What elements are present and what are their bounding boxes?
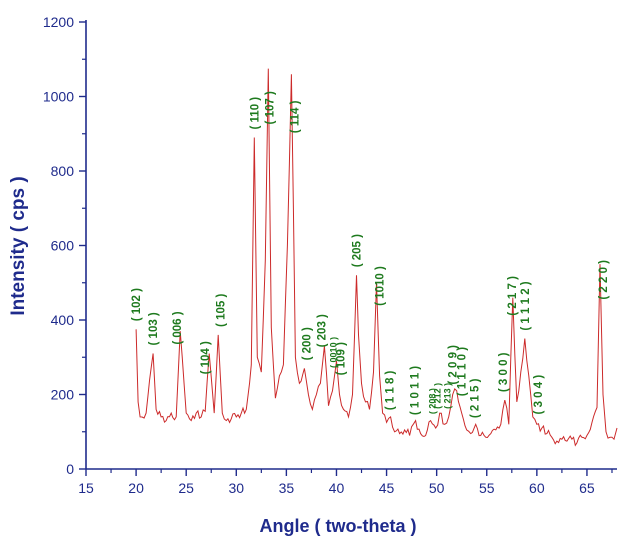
- diffraction-pattern-line: [135, 68, 618, 447]
- x-tick-label: 30: [228, 480, 244, 496]
- x-tick-label: 55: [479, 480, 495, 496]
- peak-label: ( 2 1 5 ): [470, 378, 482, 418]
- peak-label: ( 1010 ): [375, 266, 387, 306]
- peak-label: ( 208 ): [428, 388, 438, 414]
- x-tick-label: 60: [529, 480, 545, 496]
- y-tick-label: 200: [51, 387, 75, 403]
- peak-label: ( 2 1 7 ): [507, 276, 519, 316]
- y-tick-label: 0: [66, 461, 74, 477]
- peak-label: ( 212 ): [433, 383, 443, 409]
- peak-label: ( 0010 ): [328, 337, 338, 368]
- peak-label: ( 213 ): [443, 383, 453, 409]
- x-tick-label: 50: [429, 480, 445, 496]
- x-tick-label: 35: [279, 480, 295, 496]
- peak-label: ( 1 1 8 ): [385, 370, 397, 410]
- y-tick-label: 1000: [43, 89, 74, 105]
- peak-label: ( 203 ): [316, 314, 328, 347]
- peak-label: ( 103 ): [148, 312, 160, 345]
- peak-label: ( 3 0 0 ): [498, 352, 510, 392]
- peak-label: ( 109 ): [336, 342, 348, 375]
- peak-label: ( 107 ): [264, 91, 276, 124]
- peak-label: ( 3 0 4 ): [533, 375, 545, 415]
- peak-label: ( 1 1 1 2 ): [520, 281, 532, 330]
- x-tick-label: 45: [379, 480, 395, 496]
- x-tick-label: 20: [128, 480, 144, 496]
- peak-label: ( 205 ): [352, 234, 364, 267]
- peak-label: ( 104 ): [200, 341, 212, 374]
- peak-label: ( 2 2 0 ): [598, 260, 610, 300]
- peak-label: ( 1 1 1 0 ): [457, 347, 469, 396]
- peak-label: ( 105 ): [215, 294, 227, 327]
- x-tick-label: 15: [78, 480, 94, 496]
- peak-label: ( 102 ): [131, 288, 143, 321]
- y-tick-label: 1200: [43, 14, 74, 30]
- y-tick-label: 600: [51, 238, 75, 254]
- peak-label: ( 110 ): [249, 97, 261, 130]
- peak-label: ( 114 ): [289, 100, 301, 133]
- y-tick-label: 400: [51, 312, 75, 328]
- x-axis-title: Angle ( two-theta ): [260, 516, 417, 536]
- peak-label: ( 006 ): [172, 311, 184, 344]
- x-tick-label: 40: [329, 480, 345, 496]
- y-tick-label: 800: [51, 163, 75, 179]
- peak-label: ( 1 0 1 1 ): [410, 366, 422, 415]
- peak-label: ( 2 0 9 ): [448, 345, 460, 385]
- x-tick-label: 65: [579, 480, 595, 496]
- y-axis-ticks: 0 200 400 600 800 1000 1200: [43, 14, 86, 477]
- y-axis-title: Intensity ( cps ): [8, 176, 29, 315]
- x-tick-label: 25: [178, 480, 194, 496]
- peak-labels: ( 102 ) ( 103 ) ( 006 ) ( 104 ) ( 105 ) ( 110…: [131, 91, 610, 418]
- peak-label: ( 200 ): [301, 327, 313, 360]
- x-axis-ticks: 15 20 25 30 35 40 45 50 55 60 65: [78, 469, 613, 496]
